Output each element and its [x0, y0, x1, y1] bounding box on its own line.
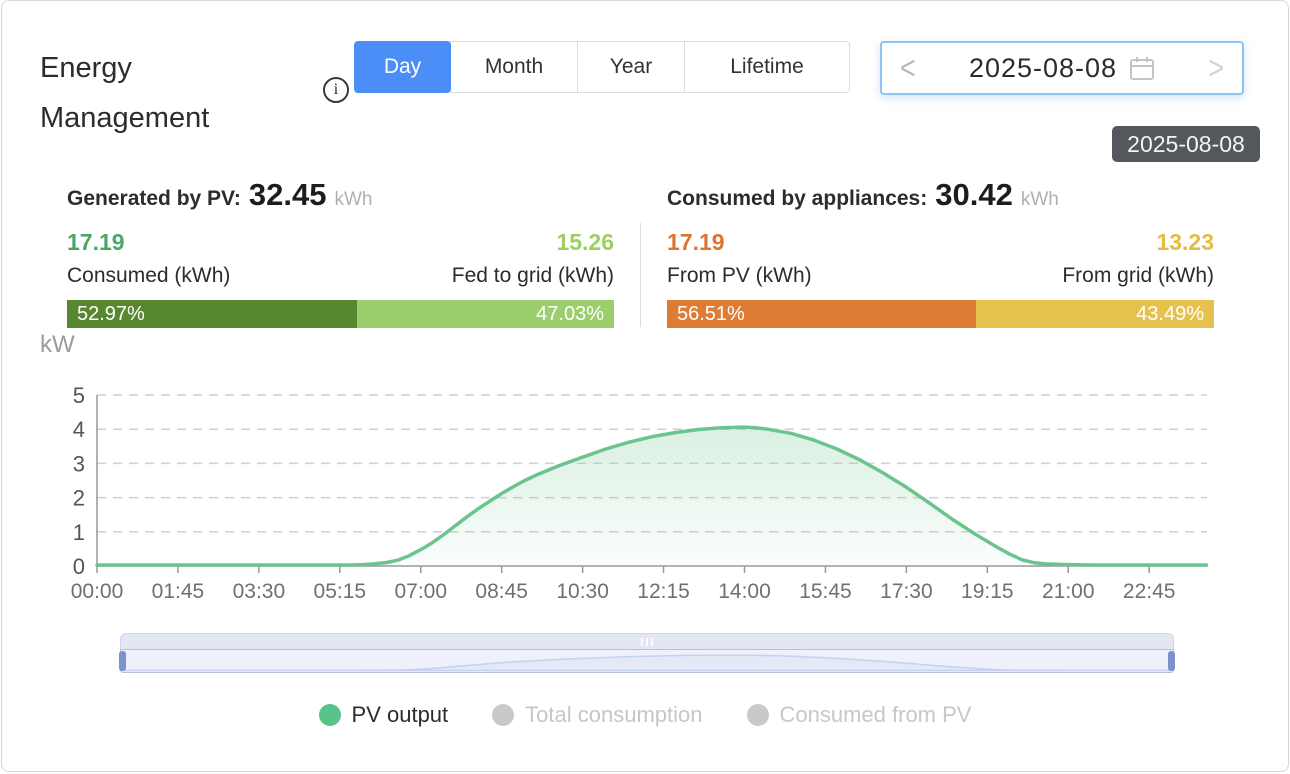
legend-label: Consumed from PV — [779, 702, 972, 727]
info-icon[interactable]: i — [323, 77, 349, 103]
generation-heading: Generated by PV: 32.45 kWh — [67, 177, 614, 213]
generation-consumed-label: Consumed (kWh) — [67, 264, 231, 287]
slider-scroll-track[interactable] — [120, 633, 1174, 649]
generation-consumed-value: 17.19 — [67, 229, 125, 255]
calendar-icon[interactable] — [1129, 55, 1155, 81]
svg-text:4: 4 — [73, 417, 85, 442]
consumption-fromgrid-value: 13.23 — [1156, 229, 1214, 255]
generation-ratio-bar: 52.97% 47.03% — [67, 300, 614, 328]
stats-divider — [640, 223, 641, 327]
svg-text:15:45: 15:45 — [799, 580, 852, 603]
svg-text:19:15: 19:15 — [961, 580, 1014, 603]
date-picker-center: 2025-08-08 — [969, 53, 1155, 84]
svg-text:2: 2 — [73, 486, 85, 511]
generation-heading-label: Generated by PV: — [67, 187, 241, 210]
slider-right-handle[interactable] — [1168, 651, 1175, 671]
svg-text:1: 1 — [73, 520, 85, 545]
period-tabs: Day Month Year Lifetime — [354, 41, 850, 93]
svg-text:0: 0 — [73, 554, 85, 579]
consumption-ratio-bar: 56.51% 43.49% — [667, 300, 1214, 328]
legend-item-pv-output[interactable]: PV output — [318, 702, 449, 728]
svg-text:14:00: 14:00 — [718, 580, 771, 603]
generation-fed-value: 15.26 — [556, 229, 614, 255]
pv-output-chart: 0 1 2 3 4 5 00:00 01:45 03:30 05:15 07:00 08:45 10:3… — [71, 383, 1209, 603]
date-tooltip: 2025-08-08 — [1112, 126, 1260, 162]
data-zoom-slider[interactable] — [119, 633, 1175, 673]
svg-text:12:15: 12:15 — [637, 580, 690, 603]
legend-label: Total consumption — [525, 702, 703, 727]
consumption-frompv-value: 17.19 — [667, 229, 725, 255]
svg-text:08:45: 08:45 — [475, 580, 528, 603]
consumption-frompv-label: From PV (kWh) — [667, 264, 812, 287]
consumption-fromgrid-segment: 43.49% — [976, 300, 1214, 328]
generation-fed-segment: 47.03% — [356, 300, 614, 328]
slider-mini-curve — [121, 654, 1173, 672]
generation-total: 32.45 — [248, 177, 327, 212]
pv-output-dot-icon — [318, 704, 341, 726]
svg-text:3: 3 — [73, 451, 85, 476]
svg-text:22:45: 22:45 — [1123, 580, 1176, 603]
tab-lifetime[interactable]: Lifetime — [684, 41, 850, 93]
legend-item-total-consumption[interactable]: Total consumption — [492, 702, 703, 728]
generation-consumed-segment: 52.97% — [67, 300, 357, 328]
generation-fed-label: Fed to grid (kWh) — [451, 264, 614, 287]
total-consumption-dot-icon — [492, 704, 515, 726]
svg-text:00:00: 00:00 — [71, 580, 124, 603]
stats-row: Generated by PV: 32.45 kWh 17.19 15.26 C… — [67, 177, 1217, 328]
svg-text:10:30: 10:30 — [556, 580, 609, 603]
generation-stat-block: Generated by PV: 32.45 kWh 17.19 15.26 C… — [67, 177, 614, 328]
svg-text:03:30: 03:30 — [233, 580, 286, 603]
svg-text:05:15: 05:15 — [314, 580, 367, 603]
consumption-fromgrid-label: From grid (kWh) — [1062, 264, 1214, 287]
consumption-heading-label: Consumed by appliances: — [667, 187, 928, 210]
tab-month[interactable]: Month — [450, 41, 578, 93]
consumption-total: 30.42 — [935, 177, 1013, 212]
legend-label: PV output — [351, 702, 449, 727]
y-axis-unit-label: kW — [40, 331, 75, 358]
svg-text:17:30: 17:30 — [880, 580, 933, 603]
date-picker[interactable]: < 2025-08-08 > — [880, 41, 1244, 95]
prev-date-icon[interactable]: < — [900, 48, 916, 87]
slider-zoom-window[interactable] — [119, 649, 1175, 673]
svg-text:21:00: 21:00 — [1042, 580, 1095, 603]
chart-legend: PV output Total consumption Consumed fro… — [2, 702, 1288, 728]
consumption-frompv-segment: 56.51% — [667, 300, 977, 328]
consumption-unit: kWh — [1020, 189, 1059, 210]
generation-unit: kWh — [334, 189, 373, 210]
page-title: Energy Management — [40, 52, 210, 134]
svg-text:01:45: 01:45 — [152, 580, 205, 603]
tab-year[interactable]: Year — [577, 41, 685, 93]
consumption-heading: Consumed by appliances: 30.42 kWh — [667, 177, 1214, 213]
next-date-icon[interactable]: > — [1208, 48, 1224, 87]
slider-left-handle[interactable] — [119, 651, 126, 671]
date-value[interactable]: 2025-08-08 — [968, 52, 1118, 83]
consumed-from-pv-dot-icon — [746, 704, 769, 726]
slider-grip-icon[interactable] — [641, 638, 653, 646]
svg-text:07:00: 07:00 — [394, 580, 447, 603]
consumption-stat-block: Consumed by appliances: 30.42 kWh 17.19 … — [667, 177, 1214, 328]
legend-item-consumed-from-pv[interactable]: Consumed from PV — [746, 702, 972, 728]
tab-day[interactable]: Day — [354, 41, 451, 93]
svg-text:5: 5 — [73, 383, 85, 408]
